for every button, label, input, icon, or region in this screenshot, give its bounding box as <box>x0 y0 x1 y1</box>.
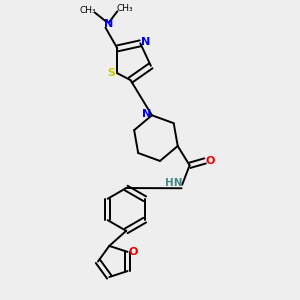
Text: O: O <box>206 156 215 166</box>
Text: N: N <box>141 37 150 47</box>
Text: S: S <box>107 68 115 78</box>
Text: CH₃: CH₃ <box>116 4 133 14</box>
Text: N: N <box>142 109 151 119</box>
Text: N: N <box>104 19 113 29</box>
Text: O: O <box>129 247 138 257</box>
Text: CH₃: CH₃ <box>79 6 96 15</box>
Text: HN: HN <box>165 178 183 188</box>
